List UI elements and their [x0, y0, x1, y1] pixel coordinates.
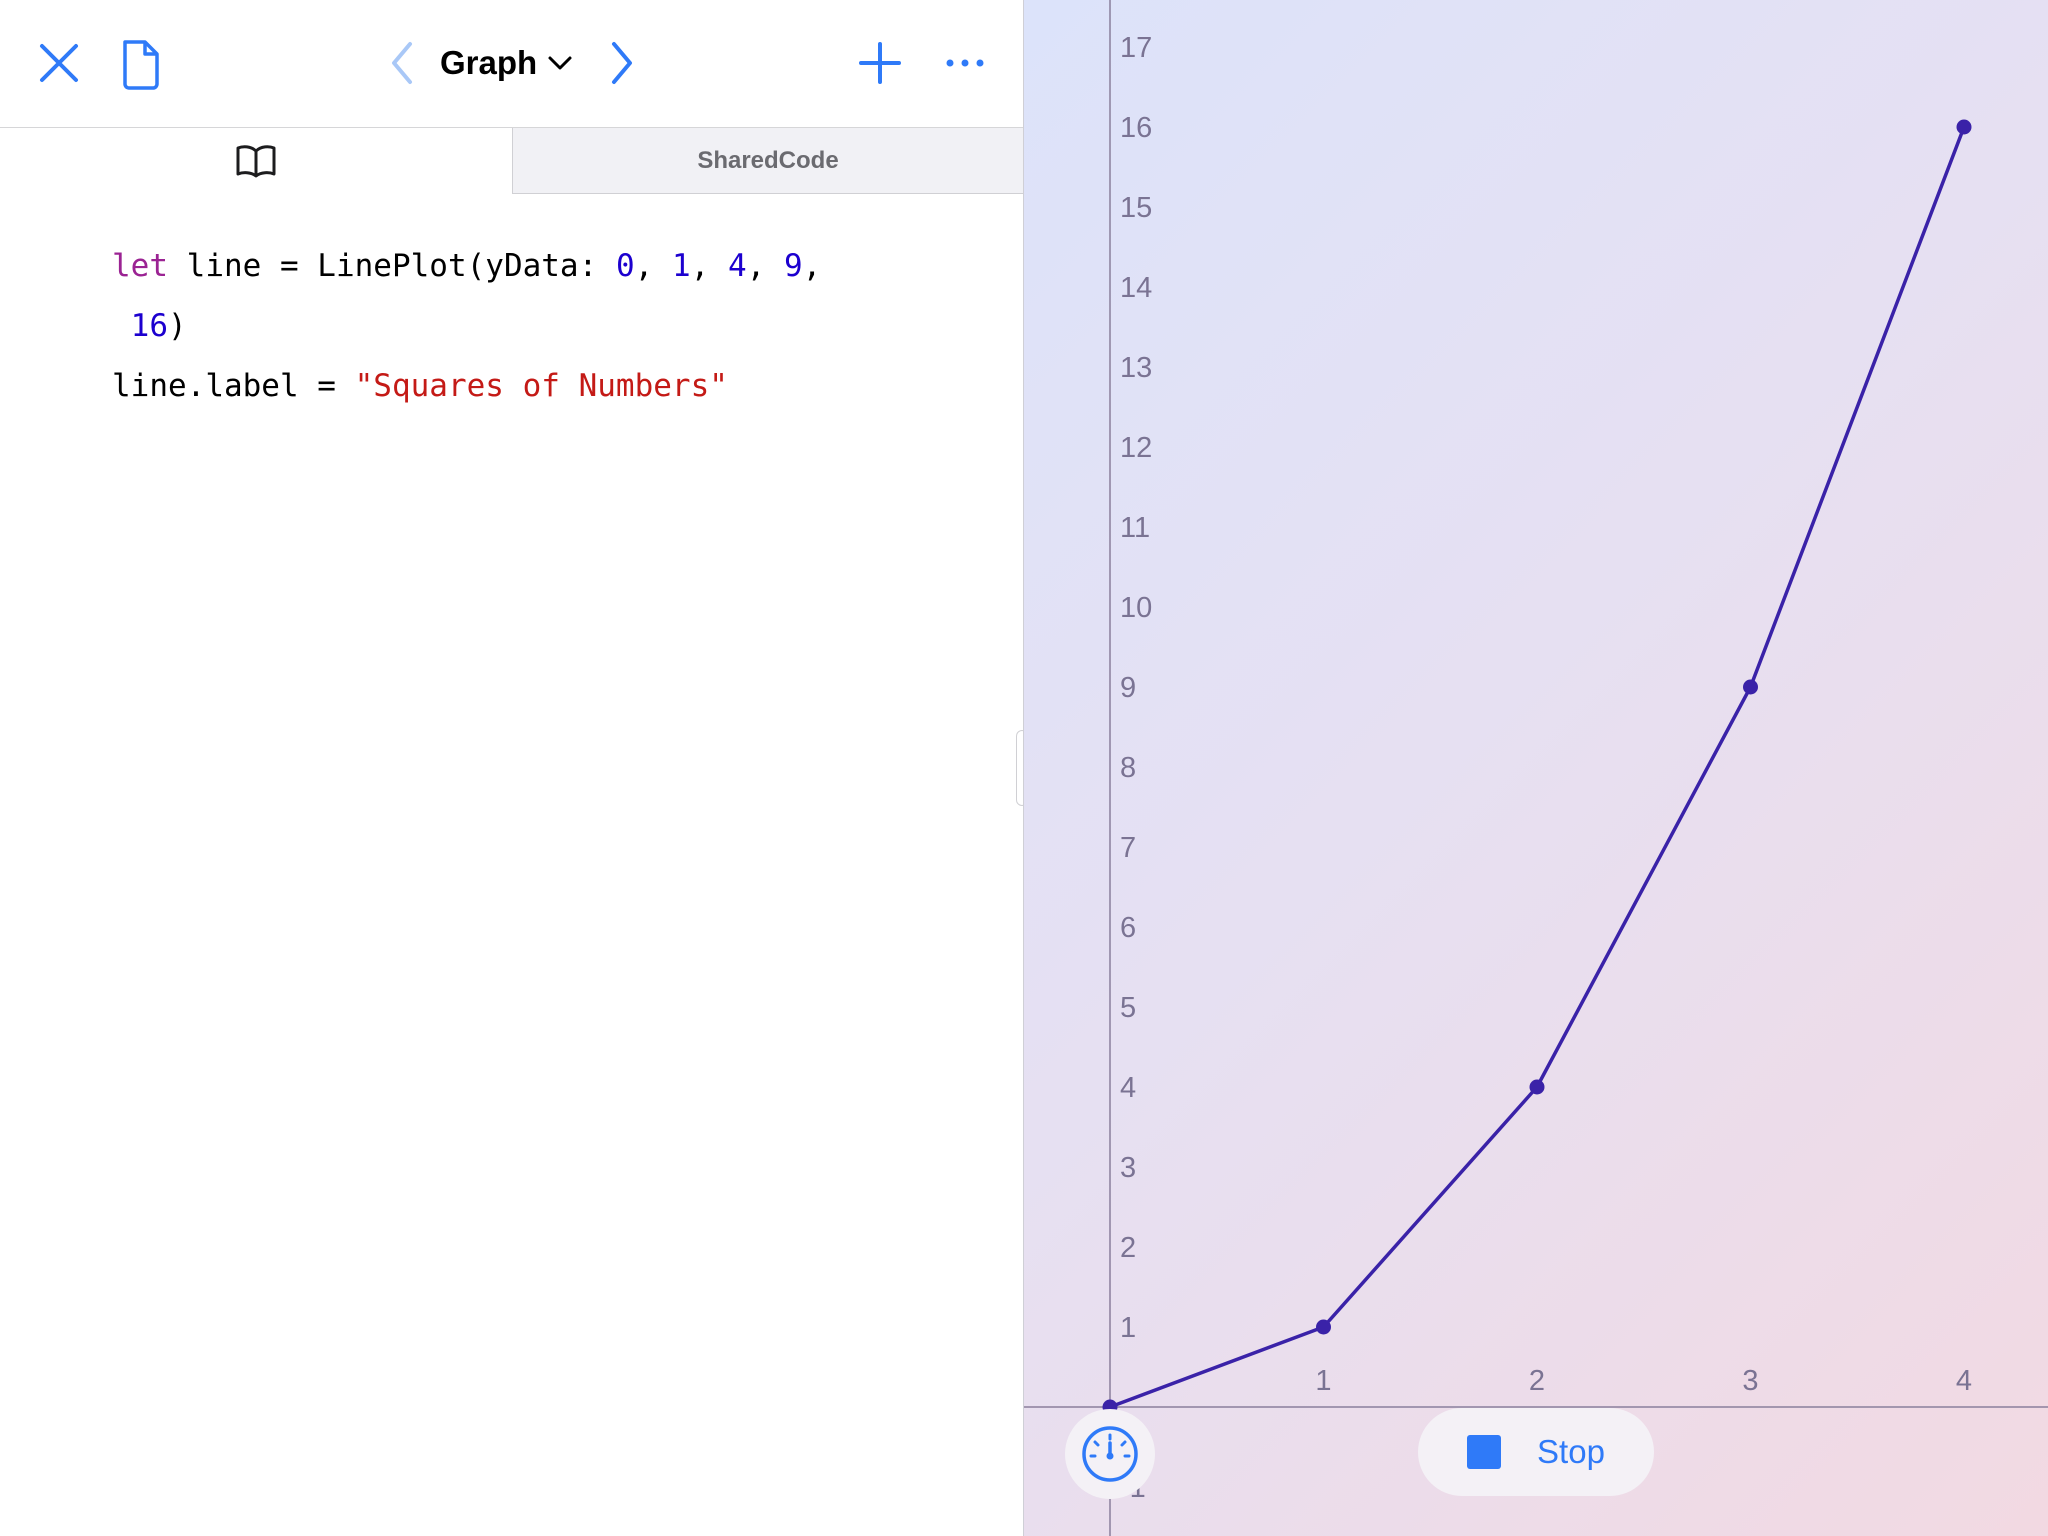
y-tick-label: 11 [1120, 512, 1150, 544]
data-point [1743, 679, 1758, 695]
stop-button[interactable]: Stop [1418, 1408, 1654, 1496]
document-icon [123, 40, 159, 90]
code-line-3: line.label = "Squares of Numbers" [112, 360, 992, 420]
y-tick-label: 13 [1120, 352, 1152, 384]
add-button[interactable] [855, 38, 905, 88]
code-line-1: let line = LinePlot(yData: 0, 1, 4, 9, [112, 240, 992, 300]
code-number: 4 [727, 248, 747, 284]
code-separator: , [746, 248, 784, 284]
page-title: Graph [440, 44, 538, 81]
code-string: "Squares of Numbers" [354, 368, 728, 404]
y-tick-label: 4 [1120, 1072, 1136, 1104]
code-text: line = LinePlot(yData: [168, 248, 616, 284]
ellipsis-icon [946, 59, 984, 67]
document-button[interactable] [117, 36, 167, 92]
y-tick-label: 9 [1120, 672, 1136, 704]
plus-icon [859, 42, 901, 84]
data-point [1529, 1079, 1545, 1095]
code-text: ) [168, 308, 187, 344]
code-keyword: let [112, 248, 168, 284]
forward-button[interactable] [602, 38, 642, 88]
speedometer-button[interactable] [1065, 1409, 1155, 1499]
y-tick-label: 1 [1120, 1312, 1136, 1344]
code-separator: , [802, 248, 822, 284]
chevron-right-icon [612, 42, 632, 84]
y-tick-label: 12 [1120, 432, 1152, 464]
x-tick-label: 3 [1742, 1365, 1758, 1397]
y-tick-label: 15 [1120, 192, 1152, 224]
chevron-down-icon [548, 56, 572, 70]
speedometer-icon [1082, 1426, 1138, 1482]
y-tick-label: 2 [1120, 1232, 1136, 1264]
data-point [1316, 1319, 1331, 1335]
y-tick-label: 10 [1120, 592, 1152, 624]
code-editor[interactable]: let line = LinePlot(yData: 0, 1, 4, 9, 1… [112, 240, 992, 420]
back-button[interactable] [382, 38, 422, 88]
y-tick-label: 17 [1120, 32, 1152, 64]
y-tick-label: 14 [1120, 272, 1152, 304]
code-number: 1 [671, 248, 691, 284]
stop-square-icon [1467, 1435, 1502, 1469]
x-tick-label: 4 [1956, 1365, 1972, 1397]
y-tick-label: 7 [1120, 832, 1136, 864]
title-menu[interactable]: Graph [440, 36, 573, 90]
tab-book[interactable] [0, 128, 512, 194]
stop-label: Stop [1537, 1433, 1605, 1470]
code-number: 16 [130, 308, 168, 344]
y-tick-label: 16 [1120, 112, 1152, 144]
code-number: 0 [615, 248, 635, 284]
code-separator: , [690, 248, 728, 284]
book-icon [236, 145, 276, 178]
more-button[interactable] [940, 38, 990, 88]
y-tick-label: 8 [1120, 752, 1136, 784]
code-separator: , [634, 248, 672, 284]
x-tick-label: 1 [1315, 1365, 1331, 1397]
y-tick-label: 3 [1120, 1152, 1136, 1184]
data-point [1956, 119, 1972, 135]
editor-pane: Graph Share [0, 0, 1028, 1536]
x-tick-label: 2 [1529, 1365, 1545, 1397]
chevron-left-icon [392, 42, 412, 84]
toolbar: Graph [0, 0, 1023, 128]
tab-bar: SharedCode [0, 128, 1023, 194]
y-tick-label: 5 [1120, 992, 1136, 1024]
close-button[interactable] [34, 38, 84, 88]
y-tick-label: 6 [1120, 912, 1136, 944]
code-indent [112, 308, 131, 344]
code-number: 9 [783, 248, 803, 284]
close-icon [40, 44, 78, 82]
tab-sharedcode[interactable]: SharedCode [512, 128, 1023, 193]
code-line-2: 16) [112, 300, 992, 360]
series-line [1109, 126, 1966, 1409]
code-text: line.label = [112, 368, 355, 404]
